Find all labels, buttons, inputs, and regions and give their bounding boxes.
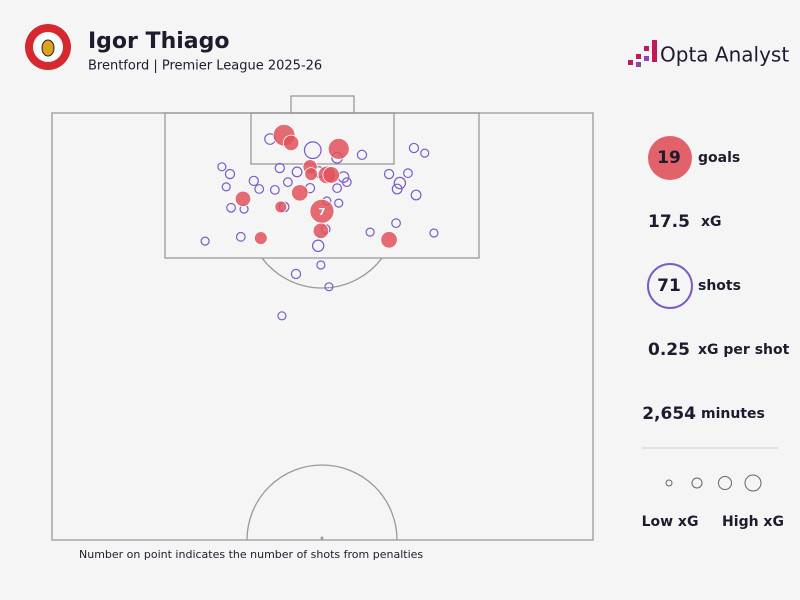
goal-shot (312, 222, 330, 240)
stat-label: shots (698, 278, 741, 294)
stat-label: goals (698, 150, 740, 166)
shot (200, 236, 210, 246)
shot (420, 148, 430, 158)
shot (391, 183, 403, 195)
shot (290, 268, 302, 280)
stat-value: 2,654 (642, 404, 696, 424)
stat-label: minutes (701, 406, 765, 422)
goal-shot (291, 184, 309, 202)
goal-shot (327, 137, 350, 160)
goal-shot (322, 166, 340, 184)
stat-value: 19 (657, 148, 681, 168)
size-legend (665, 474, 762, 492)
shot (277, 311, 287, 321)
brand-logo: Opta Analyst (628, 40, 789, 67)
shot (383, 168, 395, 180)
goal-shot (274, 200, 288, 214)
shot (334, 198, 344, 208)
shot (269, 184, 280, 195)
goal-shot (304, 167, 318, 181)
goal-shot (234, 190, 252, 207)
stat-label: xG per shot (698, 342, 790, 358)
shot (274, 162, 285, 174)
shot (429, 228, 439, 238)
shot (365, 227, 375, 237)
shots-badge (647, 263, 693, 309)
shot (393, 176, 407, 190)
shot (303, 141, 322, 160)
shot (341, 177, 352, 188)
shot (403, 168, 413, 179)
stat-value: 0.25 (648, 340, 690, 360)
penalty-count: 7 (318, 207, 325, 218)
goal-shot (253, 231, 268, 245)
brand-name: Opta Analyst (660, 43, 789, 67)
stat-value: 17.5 (648, 212, 690, 232)
legend-low: Low xG (642, 514, 699, 530)
stat-label: xG (701, 214, 722, 230)
shot (221, 182, 231, 192)
subtitle: Brentford | Premier League 2025-26 (88, 59, 322, 74)
shot (235, 231, 246, 242)
shot (324, 282, 334, 292)
shot (291, 166, 303, 178)
shot (311, 239, 325, 253)
shot (316, 260, 326, 270)
stat-value: 71 (657, 276, 681, 296)
shot (254, 184, 265, 194)
pitch (51, 95, 594, 541)
goals-badge (648, 136, 692, 180)
shot (408, 142, 420, 154)
shot (217, 162, 227, 172)
shot (248, 175, 259, 187)
shot (282, 177, 293, 188)
footnote: Number on point indicates the number of … (79, 548, 423, 561)
shot (332, 183, 343, 194)
shot (224, 168, 236, 180)
shot (226, 202, 236, 213)
goal-shot (380, 231, 398, 249)
goal-shot (282, 134, 300, 152)
shot (356, 149, 368, 161)
shot (410, 189, 422, 201)
title: Igor Thiago (88, 29, 229, 54)
legend-high: High xG (722, 514, 784, 530)
shot (391, 218, 401, 229)
club-logo-bee (41, 39, 55, 57)
